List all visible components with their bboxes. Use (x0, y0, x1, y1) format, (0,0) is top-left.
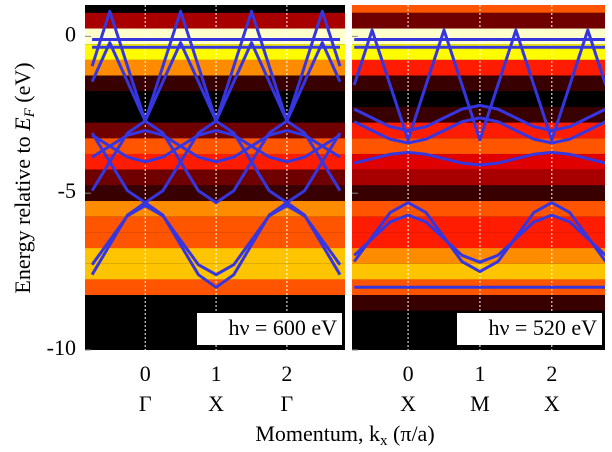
intensity-strip (352, 59, 605, 76)
y-axis-label: Energy relative to EF (eV) (10, 62, 38, 293)
y-tick-label: 0 (65, 21, 76, 46)
intensity-strip (352, 91, 605, 107)
intensity-strip (85, 232, 345, 249)
intensity-strip (352, 153, 605, 170)
intensity-strip (352, 28, 605, 45)
intensity-strip (85, 28, 345, 45)
x-tick-label: 1 (474, 361, 485, 386)
intensity-strip (85, 12, 345, 29)
intensity-strip (352, 248, 605, 264)
y-label-part: Energy relative to (10, 131, 35, 294)
y-label-part: (eV) (10, 62, 35, 108)
y-tick-label: -5 (58, 178, 76, 203)
band-line (90, 119, 342, 205)
intensity-strip (85, 5, 345, 13)
intensity-strip (85, 91, 345, 107)
intensity-strip (352, 169, 605, 186)
intensity-strip (352, 185, 605, 202)
y-label-part: E (10, 117, 35, 132)
intensity-strip (352, 295, 605, 311)
band-line (353, 116, 605, 145)
symmetry-label: M (470, 391, 490, 416)
intensity-strip (85, 263, 345, 280)
intensity-strip (352, 232, 605, 249)
band-line (90, 119, 342, 205)
band-line (353, 213, 605, 264)
intensity-strip (352, 106, 605, 123)
x-label-part: x (380, 433, 388, 449)
band-line (91, 129, 341, 164)
symmetry-label: X (400, 391, 416, 416)
annotation-box (457, 313, 602, 345)
intensity-strip (85, 342, 345, 350)
band-line (352, 28, 605, 142)
band-line (90, 204, 342, 277)
symmetry-label: Γ (139, 391, 152, 416)
x-tick-label: 1 (211, 361, 222, 386)
annotation: hν = 600 eV (228, 315, 337, 340)
x-axis-label: Momentum, kx (π/a) (255, 421, 434, 449)
intensity-strip (85, 216, 345, 233)
intensity-strip (85, 248, 345, 264)
intensity-strip (85, 138, 345, 154)
annotation-box (197, 313, 342, 345)
y-tick-label: -10 (47, 335, 76, 360)
annotation: hν = 520 eV (488, 315, 597, 340)
x-tick-label: 2 (546, 361, 557, 386)
symmetry-label: X (544, 391, 560, 416)
x-tick-label: 0 (140, 361, 151, 386)
intensity-strip (352, 216, 605, 233)
intensity-strip (352, 5, 605, 13)
symmetry-label: X (208, 391, 224, 416)
x-tick-label: 0 (403, 361, 414, 386)
x-tick-label: 2 (281, 361, 292, 386)
intensity-strip (85, 295, 345, 311)
band-line (91, 129, 341, 164)
intensity-strip (352, 342, 605, 350)
panel (85, 5, 345, 350)
intensity-strip (352, 75, 605, 92)
intensity-strip (85, 59, 345, 76)
intensity-strip (85, 75, 345, 92)
intensity-strip (85, 169, 345, 186)
symmetry-label: Γ (281, 391, 294, 416)
y-label-part: F (22, 107, 38, 118)
panel (352, 5, 605, 350)
band-line (352, 201, 605, 274)
band-line (353, 150, 605, 167)
intensity-strip (352, 12, 605, 29)
x-label-part: Momentum, k (255, 421, 380, 446)
band-line (353, 103, 605, 132)
x-label-part: (π/a) (388, 421, 435, 446)
intensity-strip (352, 122, 605, 139)
